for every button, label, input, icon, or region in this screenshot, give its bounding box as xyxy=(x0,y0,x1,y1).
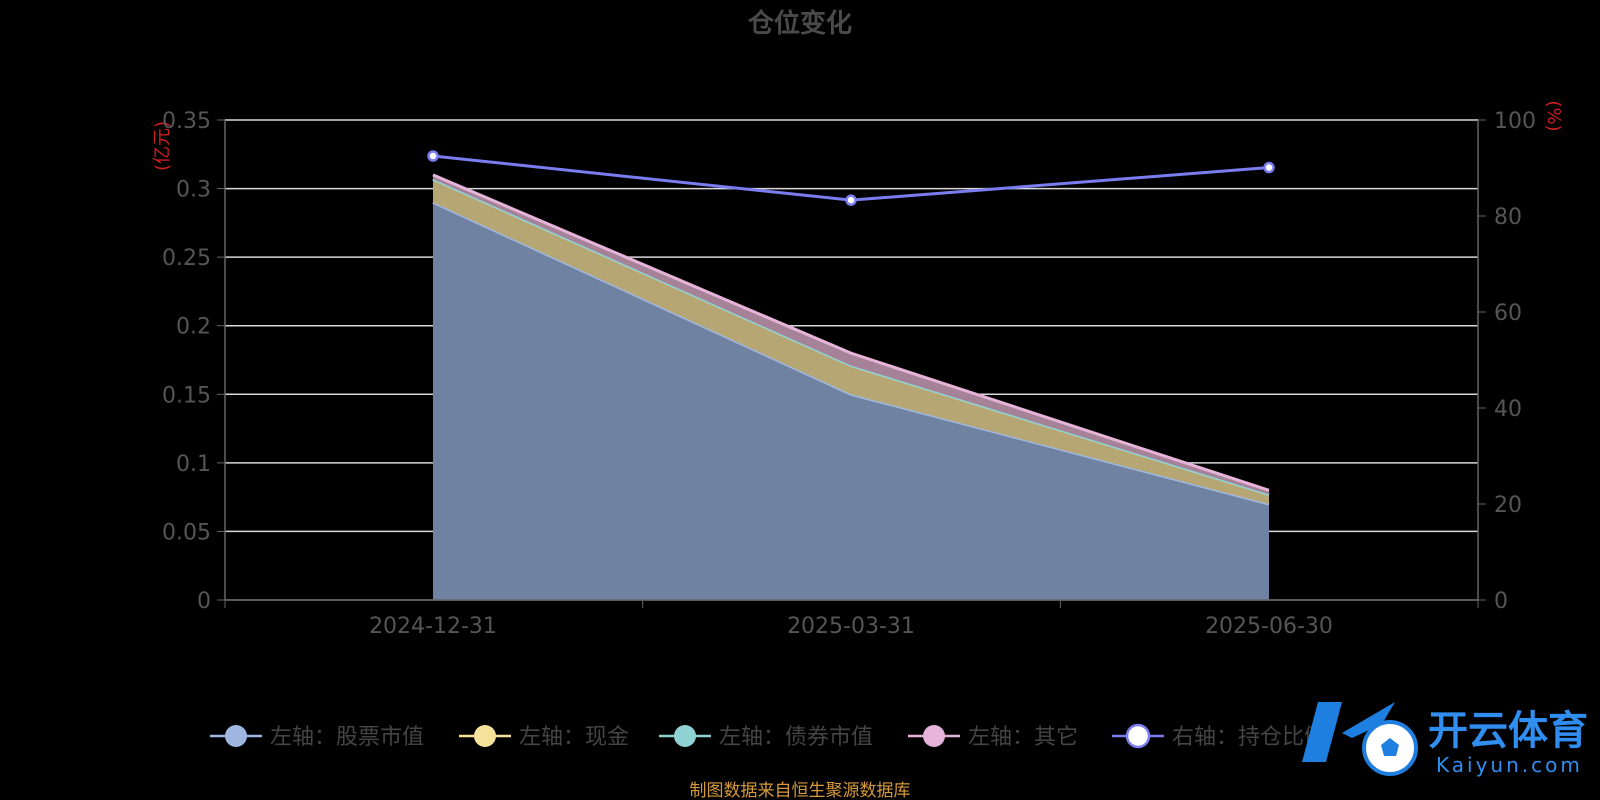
area-layer xyxy=(432,173,1270,601)
holding-ratio-point[interactable] xyxy=(427,150,439,162)
legend-label: 左轴：股票市值 xyxy=(270,725,424,750)
left-tick-label: 0.05 xyxy=(162,520,211,545)
legend-label: 左轴：债券市值 xyxy=(719,725,873,750)
left-tick-label: 0 xyxy=(197,589,211,614)
series-line xyxy=(432,173,1270,492)
data-source-footer: 制图数据来自恒生聚源数据库 xyxy=(690,781,911,800)
watermark-logo: 开云体育 Kaiyun.com xyxy=(1302,702,1588,777)
right-tick-label: 0 xyxy=(1494,589,1508,614)
left-tick-label: 0.3 xyxy=(176,178,211,203)
left-tick-label: 0.25 xyxy=(162,246,211,271)
x-tick-label: 2024-12-31 xyxy=(369,614,497,639)
legend-label: 右轴：持仓比例 xyxy=(1172,725,1326,750)
legend-label: 左轴：其它 xyxy=(968,725,1078,750)
left-tick-label: 0.15 xyxy=(162,383,211,408)
legend-item[interactable]: 左轴：股票市值 xyxy=(210,725,424,750)
legend-marker xyxy=(474,725,496,747)
right-tick-label: 40 xyxy=(1494,397,1522,422)
left-tick-label: 0.1 xyxy=(176,452,211,477)
legend-label: 左轴：现金 xyxy=(519,725,629,750)
legend-marker xyxy=(674,725,696,747)
legend-item[interactable]: 左轴：其它 xyxy=(908,725,1078,750)
watermark-cn: 开云体育 xyxy=(1428,708,1588,754)
legend-item[interactable]: 左轴：现金 xyxy=(459,725,629,750)
soccer-ball-patch xyxy=(1381,738,1399,756)
x-tick-label: 2025-03-31 xyxy=(787,614,915,639)
legend-item[interactable]: 左轴：债券市值 xyxy=(659,725,873,750)
legend-marker xyxy=(1125,723,1151,749)
right-axis-unit: (%) xyxy=(1543,100,1564,131)
line-layer xyxy=(427,150,1275,206)
legend-marker xyxy=(225,725,247,747)
area-fill xyxy=(433,178,1269,504)
legend-item[interactable]: 右轴：持仓比例 xyxy=(1112,723,1326,750)
logo-k-stem xyxy=(1302,702,1342,762)
right-tick-label: 20 xyxy=(1494,493,1522,518)
left-tick-label: 0.2 xyxy=(176,315,211,340)
right-tick-label: 80 xyxy=(1494,205,1522,230)
area-fill xyxy=(433,202,1269,601)
holding-ratio-point[interactable] xyxy=(845,194,857,206)
axis-layer: 0 0.05 0.1 0.15 0.2 0.25 0.3 0.35 0 20 40 60 80 100 20… xyxy=(162,109,1536,639)
holding-ratio-line xyxy=(432,154,1270,202)
right-tick-label: 60 xyxy=(1494,301,1522,326)
left-tick-label: 0.35 xyxy=(162,109,211,134)
watermark-en: Kaiyun.com xyxy=(1436,753,1583,777)
holding-ratio-point[interactable] xyxy=(1263,161,1275,174)
x-tick-label: 2025-06-30 xyxy=(1205,614,1333,639)
legend: 左轴：股票市值 左轴：现金 左轴：债券市值 左轴：其它 右轴：持仓比例 xyxy=(210,723,1326,750)
left-axis-unit: (亿元) xyxy=(152,121,173,171)
logo-k-arm xyxy=(1342,702,1395,738)
legend-marker xyxy=(923,725,945,747)
right-tick-label: 100 xyxy=(1494,109,1536,134)
chart-title: 仓位变化 xyxy=(747,8,852,39)
